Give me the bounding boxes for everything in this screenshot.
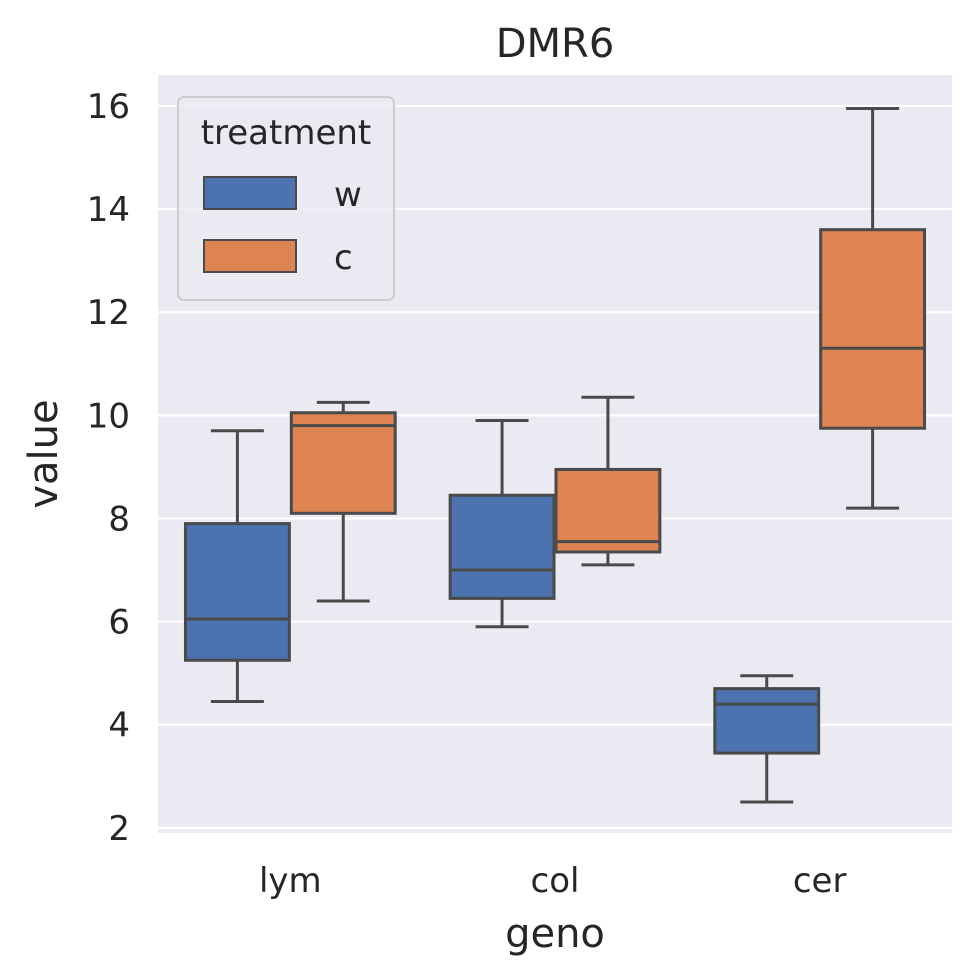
box-series-group [183, 107, 927, 804]
y-tick-label: 4 [108, 706, 130, 746]
box-iqr [819, 228, 927, 430]
y-axis-title: value [21, 399, 67, 508]
legend-title: treatment [201, 113, 372, 153]
legend-swatch-c [203, 239, 297, 273]
box-c-col [554, 395, 662, 567]
box-iqr [713, 687, 821, 755]
y-tick-label: 2 [108, 809, 130, 849]
x-axis-title: geno [505, 911, 605, 957]
legend-label-c: c [334, 238, 353, 278]
x-tick-label: cer [793, 861, 847, 901]
box-w-lym [183, 429, 291, 704]
y-tick-label: 10 [87, 396, 130, 436]
x-tick-label: col [531, 861, 580, 901]
x-tick-labels: lym col cer [259, 861, 846, 901]
legend-label-w: w [334, 175, 362, 215]
box-iqr [289, 411, 397, 515]
box-iqr [554, 467, 662, 554]
legend: treatment wc [177, 96, 395, 301]
y-tick-labels: 2 4 6 8 10 12 14 16 [87, 87, 130, 849]
chart-title: DMR6 [496, 21, 615, 67]
y-tick-label: 16 [87, 87, 130, 127]
box-iqr [183, 522, 291, 662]
x-tick-label: lym [259, 861, 322, 901]
box-iqr [448, 493, 556, 600]
legend-swatch-w [203, 176, 297, 210]
box-w-col [448, 418, 556, 629]
y-tick-label: 8 [108, 499, 130, 539]
y-tick-label: 14 [87, 190, 130, 230]
y-tick-label: 12 [87, 293, 130, 333]
box-w-cer [713, 674, 821, 804]
box-c-lym [289, 400, 397, 603]
y-tick-label: 6 [108, 603, 130, 643]
legend-items: wc [203, 175, 362, 278]
box-c-cer [819, 107, 927, 510]
